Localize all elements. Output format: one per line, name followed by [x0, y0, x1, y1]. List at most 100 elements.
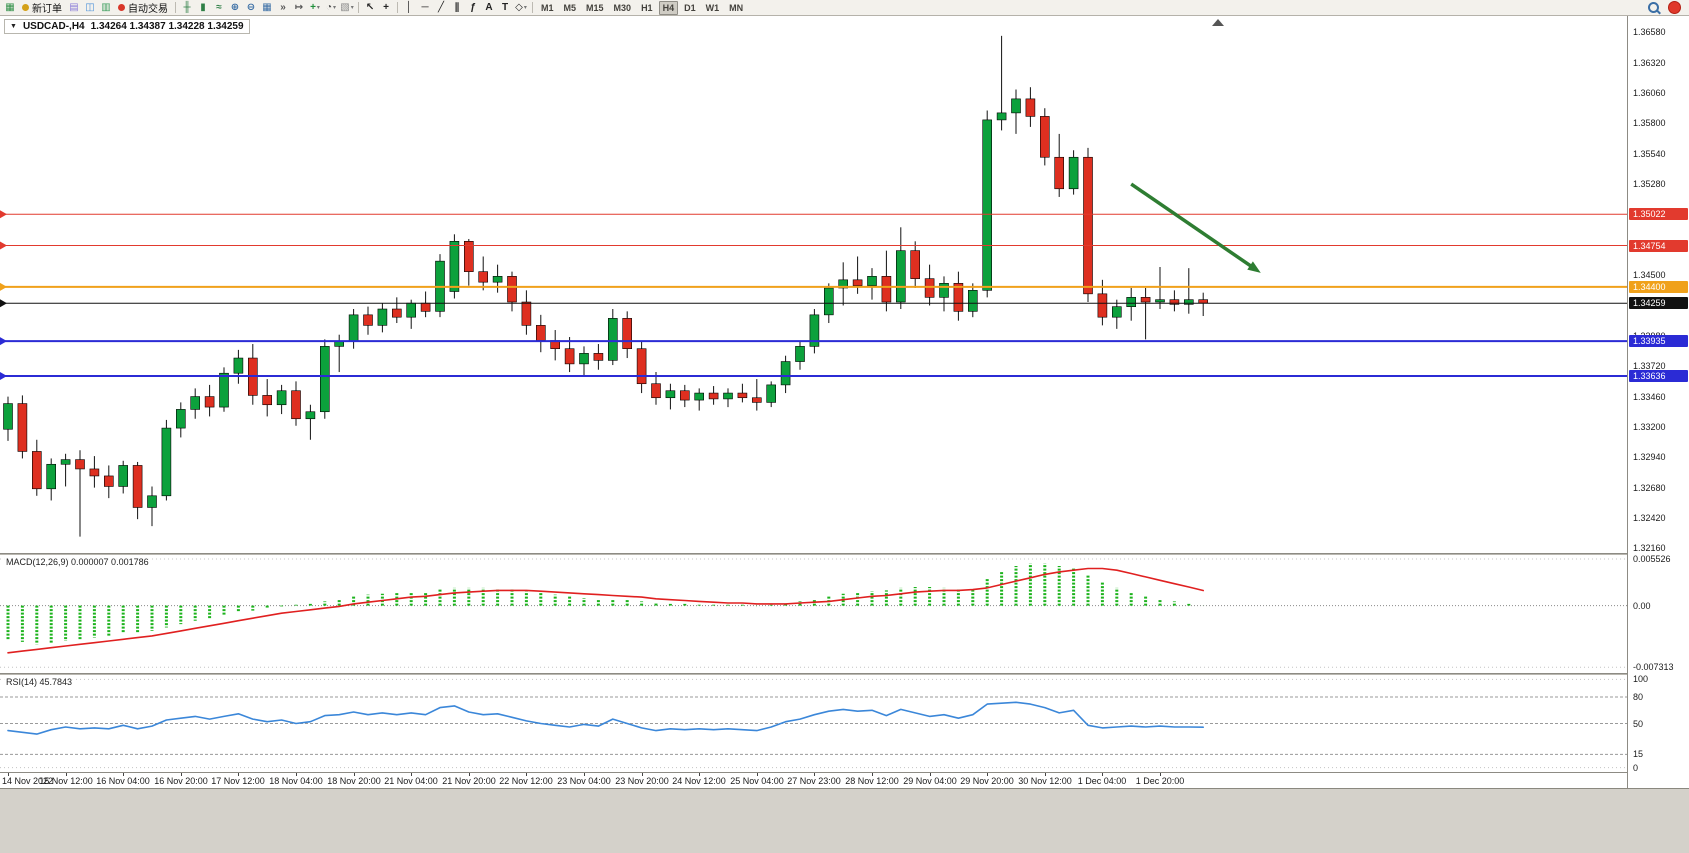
candle	[276, 384, 287, 415]
candle	[204, 384, 215, 417]
cursor-icon[interactable]: ↖	[365, 1, 375, 13]
price-tick: 1.32420	[1633, 512, 1666, 523]
candles-svg	[0, 19, 1627, 537]
candle	[838, 262, 849, 306]
new-order-button[interactable]: 新订单	[18, 1, 66, 15]
rsi-axis-tick: 0	[1633, 762, 1639, 773]
new-chart-icon[interactable]: ▦	[5, 1, 15, 13]
chart-shift-icon[interactable]: ↦	[294, 1, 304, 13]
macd-axis-tick: -0.007313	[1633, 662, 1674, 673]
time-tick	[296, 773, 297, 776]
auto-scroll-icon[interactable]: »	[280, 1, 286, 13]
chevron-down-icon[interactable]: ▾	[316, 4, 320, 11]
candle	[1169, 290, 1180, 312]
candle	[1011, 89, 1021, 134]
candlestick-chart[interactable]	[0, 16, 1627, 553]
time-tick	[1160, 773, 1161, 776]
price-badge: 1.35022	[1629, 208, 1688, 221]
price-tick: 1.33720	[1633, 361, 1666, 372]
chart-title: ▼ USDCAD-,H4 1.34264 1.34387 1.34228 1.3…	[4, 19, 250, 34]
candle	[579, 346, 589, 376]
macd-panel[interactable]	[0, 555, 1627, 673]
time-tick	[526, 773, 528, 776]
autotrade-button-icon	[118, 4, 125, 11]
time-tick	[1102, 773, 1104, 776]
time-tick	[180, 773, 182, 776]
chevron-down-icon[interactable]: ▾	[523, 4, 527, 11]
time-label: 14 Nov 2022	[2, 776, 54, 786]
shapes-icon[interactable]: ◇ ▾	[515, 1, 527, 13]
timeframe-button-h4[interactable]: H4	[658, 0, 679, 15]
macd-svg	[0, 558, 1627, 668]
search-icon[interactable]	[1648, 2, 1659, 13]
candle	[564, 337, 575, 373]
text-icon[interactable]: A	[485, 1, 493, 13]
candle	[435, 254, 445, 318]
timeframe-button-m15[interactable]: M15	[586, 2, 604, 13]
vertical-line-icon[interactable]: │	[405, 1, 413, 13]
symbol-dropdown-icon[interactable]: ▼	[10, 23, 17, 30]
price-line-marker	[0, 210, 7, 219]
candle	[780, 355, 791, 394]
time-label: 22 Nov 12:00	[499, 776, 553, 786]
timeframe-button-mn[interactable]: MN	[729, 2, 744, 13]
candle	[1140, 288, 1151, 340]
candlestick-chart-icon[interactable]: ▮	[200, 1, 206, 13]
timeframe-button-w1[interactable]: W1	[705, 2, 720, 13]
price-tick: 1.36060	[1633, 88, 1666, 99]
candle	[420, 291, 431, 318]
channel-icon[interactable]: ∥	[454, 1, 460, 13]
chevron-down-icon[interactable]: ▾	[350, 4, 354, 11]
candle	[60, 453, 71, 487]
rsi-panel[interactable]	[0, 675, 1627, 772]
rsi-svg	[0, 678, 1627, 769]
timeframe-button-h1[interactable]: H1	[641, 2, 653, 13]
indicators-icon[interactable]: + ▾	[310, 1, 320, 13]
timeframe-button-d1[interactable]: D1	[684, 2, 696, 13]
trend-arrow-head	[1247, 261, 1261, 273]
price-tick: 1.32680	[1633, 482, 1666, 493]
timeframe-button-m30[interactable]: M30	[613, 2, 632, 13]
profiles-icon[interactable]: ▤	[69, 1, 79, 13]
zoom-in-icon[interactable]: ⊕	[230, 1, 240, 13]
symbol-period-label: USDCAD-,H4	[22, 21, 85, 32]
time-tick	[814, 773, 816, 776]
periods-icon[interactable]: ◔ ▾	[325, 1, 337, 13]
timeframe-button-m1[interactable]: M1	[541, 2, 554, 13]
toolbar-right	[1648, 1, 1681, 14]
bar-chart-icon[interactable]: ╫	[183, 1, 191, 13]
chevron-down-icon[interactable]: ▾	[333, 4, 337, 11]
candle	[17, 395, 28, 459]
price-axis[interactable]: 1.36580 1.36320 1.36060 1.35800 1.35540 1.352…	[1627, 16, 1689, 788]
price-tick: 1.36320	[1633, 57, 1666, 68]
candle	[118, 460, 128, 494]
fibonacci-icon[interactable]: ƒ	[470, 1, 476, 13]
zoom-out-icon[interactable]: ⊖	[246, 1, 256, 13]
horizontal-line-icon[interactable]: ─	[421, 1, 429, 13]
label-icon[interactable]: T	[501, 1, 509, 13]
panel-separator[interactable]	[0, 673, 1689, 675]
strategy-tester-icon[interactable]: ▥	[101, 1, 111, 13]
time-label: 18 Nov 04:00	[269, 776, 323, 786]
time-tick	[872, 773, 873, 776]
time-label: 18 Nov 20:00	[327, 776, 381, 786]
timeframe-button-m5[interactable]: M5	[563, 2, 577, 13]
crosshair-icon[interactable]: +	[383, 1, 389, 13]
autotrade-button[interactable]: 自动交易	[114, 1, 172, 15]
panel-separator[interactable]	[0, 553, 1689, 555]
tile-windows-icon[interactable]: ▦	[262, 1, 272, 13]
line-chart-icon[interactable]: ≈	[216, 1, 222, 13]
time-label: 28 Nov 12:00	[845, 776, 899, 786]
price-tick: 1.33200	[1633, 421, 1666, 432]
community-icon[interactable]	[1668, 1, 1681, 14]
trendline-icon[interactable]: ╱	[437, 1, 445, 13]
candle	[492, 264, 503, 293]
time-tick	[353, 773, 355, 776]
charts-grid-icon[interactable]: ◫	[85, 1, 95, 13]
chart-shift-marker	[1212, 19, 1224, 26]
candle	[795, 341, 805, 370]
candle	[751, 379, 762, 411]
time-tick	[411, 773, 413, 776]
time-axis[interactable]: 14 Nov 2022 15 Nov 12:00 16 Nov 04:00 16 No…	[0, 772, 1627, 788]
templates-icon[interactable]: ▧ ▾	[340, 1, 354, 13]
